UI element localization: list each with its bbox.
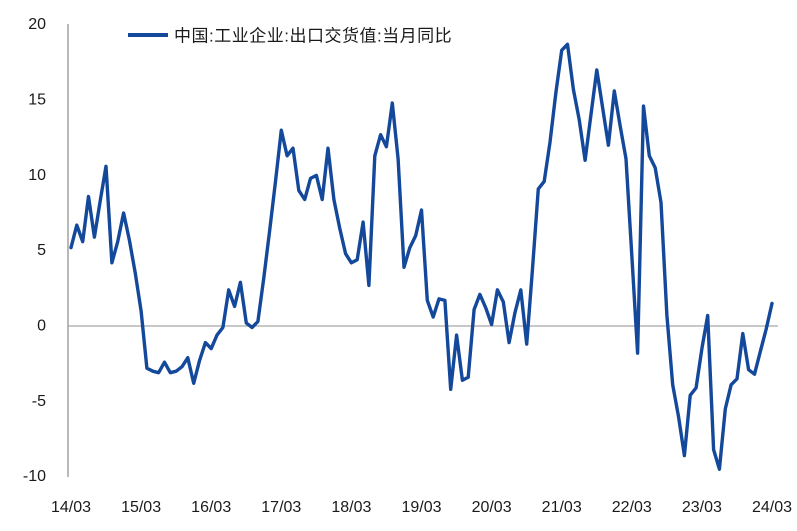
legend-label: 中国:工业企业:出口交货值:当月同比 — [174, 27, 452, 46]
x-tick-label: 18/03 — [331, 499, 371, 516]
y-tick-label: 5 — [37, 242, 46, 259]
y-tick-label: 0 — [37, 318, 46, 335]
series-line — [69, 42, 774, 471]
x-tick-label: 14/03 — [51, 499, 91, 516]
y-tick-label: 15 — [28, 92, 46, 109]
y-tick-label: -5 — [32, 393, 46, 410]
x-tick-label: 17/03 — [261, 499, 301, 516]
legend: 中国:工业企业:出口交货值:当月同比 — [128, 27, 452, 46]
x-tick-label: 20/03 — [472, 499, 512, 516]
y-axis-tick-labels: 20 15 10 5 0 -5 -10 — [23, 16, 46, 485]
y-tick-label: -10 — [23, 468, 46, 485]
x-tick-label: 24/03 — [752, 499, 792, 516]
x-tick-label: 16/03 — [191, 499, 231, 516]
y-tick-label: 20 — [28, 16, 46, 33]
x-tick-label: 23/03 — [682, 499, 722, 516]
x-axis-tick-labels: 14/03 15/03 16/03 17/03 18/03 19/03 20/03 21/03… — [51, 499, 792, 516]
x-tick-label: 21/03 — [542, 499, 582, 516]
x-tick-label: 19/03 — [401, 499, 441, 516]
y-tick-label: 10 — [28, 167, 46, 184]
x-tick-label: 22/03 — [612, 499, 652, 516]
x-tick-label: 15/03 — [121, 499, 161, 516]
